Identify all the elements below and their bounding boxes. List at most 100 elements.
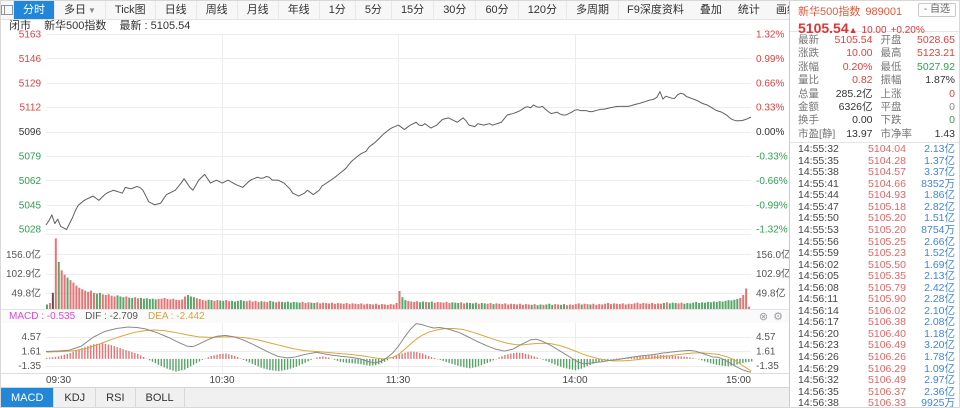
tick-row: 14:55:59 5105.23 1.52亿 [798,247,955,260]
stat-row: 金额 6326亿 平盘 0 [798,101,955,114]
tick-list[interactable]: 14:55:32 5104.04 2.13亿 14:55:35 5104.28 1.37亿… [790,143,959,408]
tick-volume: 1.78亿 [924,350,955,363]
tick-row: 14:55:35 5104.28 1.37亿 [798,154,955,168]
period-tab-日线[interactable]: 日线 [156,1,197,19]
stat-label: 市净率 [880,127,913,140]
stat-label: 上涨 [880,87,902,100]
period-tab-分时[interactable]: 分时 [14,1,55,19]
chart-tools: F9深度资料 叠加 统计 画线 [619,1,806,19]
tick-price: 5105.23 [868,247,906,260]
tick-volume: 2.08亿 [924,316,955,329]
stat-label: 涨幅 [798,60,819,73]
tick-row: 14:56:38 5106.33 9925万 [798,397,955,408]
stat-value: 0 [949,114,955,127]
tick-time: 14:55:32 [798,143,839,156]
tick-row: 14:55:56 5105.25 2.66亿 [798,235,955,249]
tick-price: 5106.33 [868,397,906,408]
tick-price: 5105.18 [868,200,906,213]
period-tab-多周期[interactable]: 多周期 [567,1,620,19]
tick-time: 14:56:35 [798,385,839,398]
tick-time: 14:56:23 [798,339,839,352]
tick-price: 5104.28 [868,154,906,167]
tick-time: 14:56:17 [798,316,839,329]
time-axis-label: 14:00 [562,375,588,386]
period-tab-Tick图[interactable]: Tick图 [106,1,156,19]
period-tab-多日[interactable]: 多日 ▼ [55,1,106,19]
indicator-controls: ⊗ ⚙ [754,310,783,324]
dea-value: DEA : -2.442 [147,311,205,322]
tick-volume: 8352万 [921,177,955,190]
period-tab-月线[interactable]: 月线 [238,1,279,19]
tick-volume: 2.82亿 [924,200,955,213]
toolbar-right-tools: F9深度资料 叠加 统计 画线 [619,1,828,19]
dropdown-caret-icon: ▼ [88,6,96,15]
tick-volume: 2.13亿 [924,270,955,283]
stat-value: 6326亿 [838,100,873,113]
tick-row: 14:56:35 5106.37 2.36亿 [798,385,955,399]
tool-叠加[interactable]: 叠加 [699,4,722,16]
tick-volume: 2.10亿 [924,304,955,317]
stat-value: 0.20% [842,60,873,73]
stat-row: 总量 285.2亿 上涨 0 [798,88,955,101]
time-axis-label: 11:30 [385,375,411,386]
stat-value: 0 [949,100,955,113]
tick-time: 14:56:38 [798,397,839,408]
layout-panel-icon[interactable] [1,1,14,19]
watchlist-toggle-button[interactable]: - 自选 [917,3,956,17]
tick-price: 5105.35 [868,270,906,283]
tick-row: 14:56:26 5106.26 1.78亿 [798,350,955,364]
tick-row: 14:55:44 5104.93 1.86亿 [798,190,955,202]
tick-time: 14:55:53 [798,223,839,236]
macd-indicator-header: MACD : -0.535 DIF : -2.709 DEA : -2.442 ⊗ ⚙ [1,309,789,323]
tick-time: 14:56:05 [798,270,839,283]
tick-row: 14:55:47 5105.18 2.82亿 [798,200,955,214]
stat-label: 市盈[静] [798,127,836,140]
tool-统计[interactable]: 统计 [737,4,760,16]
indicator-tab-RSI[interactable]: RSI [96,388,136,407]
stat-value: 1.87% [925,74,955,87]
stat-row: 换手 0.00 下跌 0 [798,114,955,127]
stat-value: 13.97 [846,127,873,140]
tool-F9深度资料[interactable]: F9深度资料 [627,4,684,16]
tick-volume: 1.86亿 [924,189,955,202]
tick-time: 14:55:56 [798,235,839,248]
tick-price: 5105.20 [868,223,906,236]
stat-value: 10.00 [846,47,873,60]
stat-row: 涨幅 0.20% 最低 5027.92 [798,61,955,74]
period-tab-5分[interactable]: 5分 [356,1,392,19]
period-tab-30分[interactable]: 30分 [434,1,477,19]
stat-label: 最低 [880,60,902,73]
period-tab-60分[interactable]: 60分 [476,1,519,19]
tick-time: 14:56:08 [798,281,839,294]
period-tab-15分[interactable]: 15分 [392,1,435,19]
indicator-tab-BOLL[interactable]: BOLL [136,388,185,407]
tick-time: 14:55:47 [798,200,839,213]
close-indicator-icon[interactable]: ⊗ [758,311,769,323]
time-axis-label: 09:30 [46,375,72,386]
indicator-settings-icon[interactable]: ⚙ [773,311,783,323]
tick-volume: 1.09亿 [924,362,955,375]
tick-time: 14:56:02 [798,258,839,271]
quote-code: 989001 [865,6,903,18]
stat-value: 0.00 [852,114,873,127]
indicator-tab-MACD[interactable]: MACD [1,388,55,407]
tick-price: 5106.49 [868,374,906,387]
tick-volume: 2.28亿 [924,293,955,306]
tick-volume: 9925万 [921,397,955,408]
stat-row: 量比 0.82 振幅 1.87% [798,74,955,87]
quote-panel: 新华500指数 989001 - 自选 5105.54▲ 10.00 +0.20% 最… [789,1,959,408]
tick-price: 5104.57 [868,166,906,179]
tick-row: 14:56:29 5106.29 1.09亿 [798,362,955,376]
period-tab-周线[interactable]: 周线 [197,1,238,19]
tick-price: 5106.49 [868,339,906,352]
period-tab-1分[interactable]: 1分 [320,1,356,19]
period-tab-120分[interactable]: 120分 [519,1,568,19]
tick-volume: 1.69亿 [924,258,955,271]
stat-label: 量比 [798,74,819,87]
stat-label: 换手 [798,114,819,127]
tick-row: 14:56:08 5105.79 2.42亿 [798,281,955,295]
indicator-tab-KDJ[interactable]: KDJ [54,388,97,407]
period-tab-年线[interactable]: 年线 [279,1,320,19]
up-arrow-icon: ▲ [848,25,858,35]
stat-label: 最新 [798,34,819,46]
